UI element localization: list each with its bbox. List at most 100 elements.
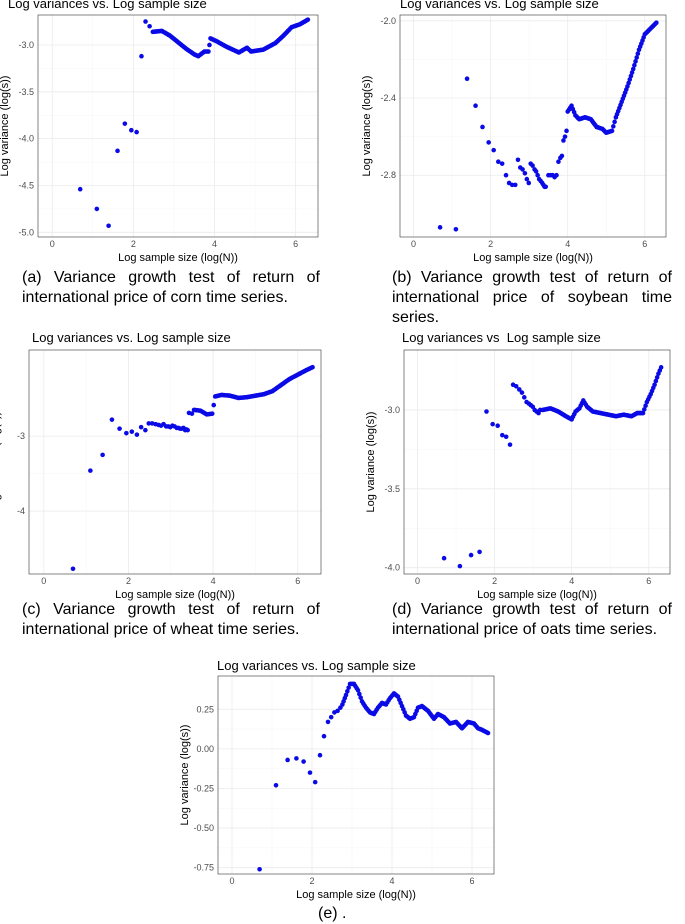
x-tick-label: 6 — [646, 576, 651, 586]
data-point — [437, 225, 443, 230]
y-tick-label: -4.5 — [18, 180, 34, 190]
data-point — [484, 409, 489, 414]
data-point — [328, 714, 334, 720]
data-point — [143, 427, 148, 433]
data-point — [526, 180, 532, 186]
x-tick-label: 0 — [229, 876, 234, 886]
data-point — [628, 73, 634, 79]
data-point — [468, 552, 474, 558]
data-point — [285, 757, 290, 763]
caption-c: (c) Variance growth test of return of in… — [22, 601, 320, 638]
chart-title: Log variances vs. Log sample size — [217, 658, 416, 673]
data-point — [134, 432, 140, 437]
data-point — [515, 157, 521, 163]
x-tick-label: 4 — [569, 576, 574, 586]
data-point — [640, 410, 646, 416]
chart-d-svg: 0 2 4 6 -4.0 -3.5 -3.0 Log sample size (log(N))… — [365, 349, 671, 601]
data-point — [257, 866, 262, 872]
data-point — [100, 452, 105, 458]
y-axis-title: Log variance (log(s)) — [365, 412, 377, 513]
data-point — [294, 756, 299, 761]
data-point — [516, 387, 522, 392]
x-tick-label: 0 — [50, 239, 55, 249]
data-point — [473, 103, 478, 109]
x-axis-title: Log sample size (log(N)) — [473, 252, 593, 264]
data-point — [207, 42, 212, 48]
data-point — [147, 23, 152, 29]
y-axis-title: Log variance (log(s)) — [179, 725, 191, 826]
y-tick-label: 0.00 — [196, 744, 214, 754]
x-axis-title: Log sample size (log(N)) — [115, 589, 235, 601]
data-point — [310, 364, 315, 370]
data-point — [641, 407, 647, 412]
data-point — [358, 695, 363, 700]
x-axis-title: Log sample size (log(N)) — [118, 252, 238, 264]
data-point — [629, 70, 635, 75]
y-tick-label: -3.5 — [384, 484, 400, 494]
data-point — [357, 691, 362, 697]
data-point — [496, 159, 501, 165]
data-point — [609, 128, 615, 134]
data-point — [630, 66, 636, 72]
y-tick-label: -0.75 — [193, 863, 214, 873]
data-point — [185, 427, 190, 433]
data-point — [652, 382, 657, 388]
data-point — [533, 169, 539, 174]
data-point — [654, 375, 660, 380]
data-point — [503, 434, 509, 440]
data-point — [453, 226, 459, 232]
y-tick-label: -2.4 — [380, 93, 396, 103]
plot-frame — [37, 14, 319, 238]
y-tick-label: -2.0 — [380, 16, 396, 26]
data-point — [325, 719, 331, 725]
y-tick-label: -4.0 — [384, 563, 400, 573]
data-point — [635, 51, 641, 56]
y-axis-title: Log variance (log(s)) — [0, 412, 2, 513]
data-point — [626, 80, 631, 86]
x-tick-label: 4 — [565, 239, 570, 249]
data-point — [206, 49, 211, 54]
data-point — [554, 172, 559, 178]
x-tick-label: 2 — [492, 576, 497, 586]
data-point — [143, 19, 148, 24]
chart-title: Log variances vs. Log sample size — [32, 330, 231, 345]
data-point — [658, 365, 664, 370]
y-tick-label: -5.0 — [18, 227, 34, 237]
data-point — [521, 395, 527, 400]
data-point — [535, 172, 540, 178]
data-point — [122, 121, 128, 126]
data-point — [562, 134, 568, 139]
caption-e: (e) . — [318, 905, 347, 922]
data-point — [273, 782, 279, 788]
x-tick-label: 2 — [309, 876, 314, 886]
x-tick-label: 0 — [411, 239, 416, 249]
data-point — [625, 84, 630, 89]
y-tick-label: -3.0 — [384, 405, 400, 415]
y-axis-title: Log variance (log(s)) — [0, 76, 11, 177]
data-point — [654, 20, 659, 26]
data-point — [524, 176, 530, 182]
data-point — [94, 206, 100, 212]
data-point — [109, 417, 115, 422]
data-point — [106, 223, 111, 229]
data-point — [457, 563, 463, 569]
data-point — [513, 383, 519, 389]
data-point — [335, 708, 340, 714]
chart-panel-d: Log variances vs Log sample size 0 2 4 6 -4.… — [342, 330, 685, 601]
data-point — [129, 429, 135, 434]
data-point — [491, 147, 496, 153]
data-point — [346, 685, 351, 690]
data-point — [556, 159, 561, 165]
y-axis-title: Log variance (log(s)) — [361, 76, 373, 177]
data-point — [653, 378, 659, 384]
data-point — [117, 426, 122, 431]
data-point — [464, 76, 470, 82]
data-point — [543, 184, 549, 190]
x-tick-label: 4 — [389, 876, 394, 886]
data-point — [305, 17, 311, 22]
x-tick-label: 0 — [41, 576, 46, 586]
caption-a: (a) Variance growth test of return of in… — [22, 269, 320, 306]
data-point — [486, 140, 491, 145]
y-tick-label: -0.25 — [193, 783, 214, 793]
data-point — [301, 759, 306, 764]
